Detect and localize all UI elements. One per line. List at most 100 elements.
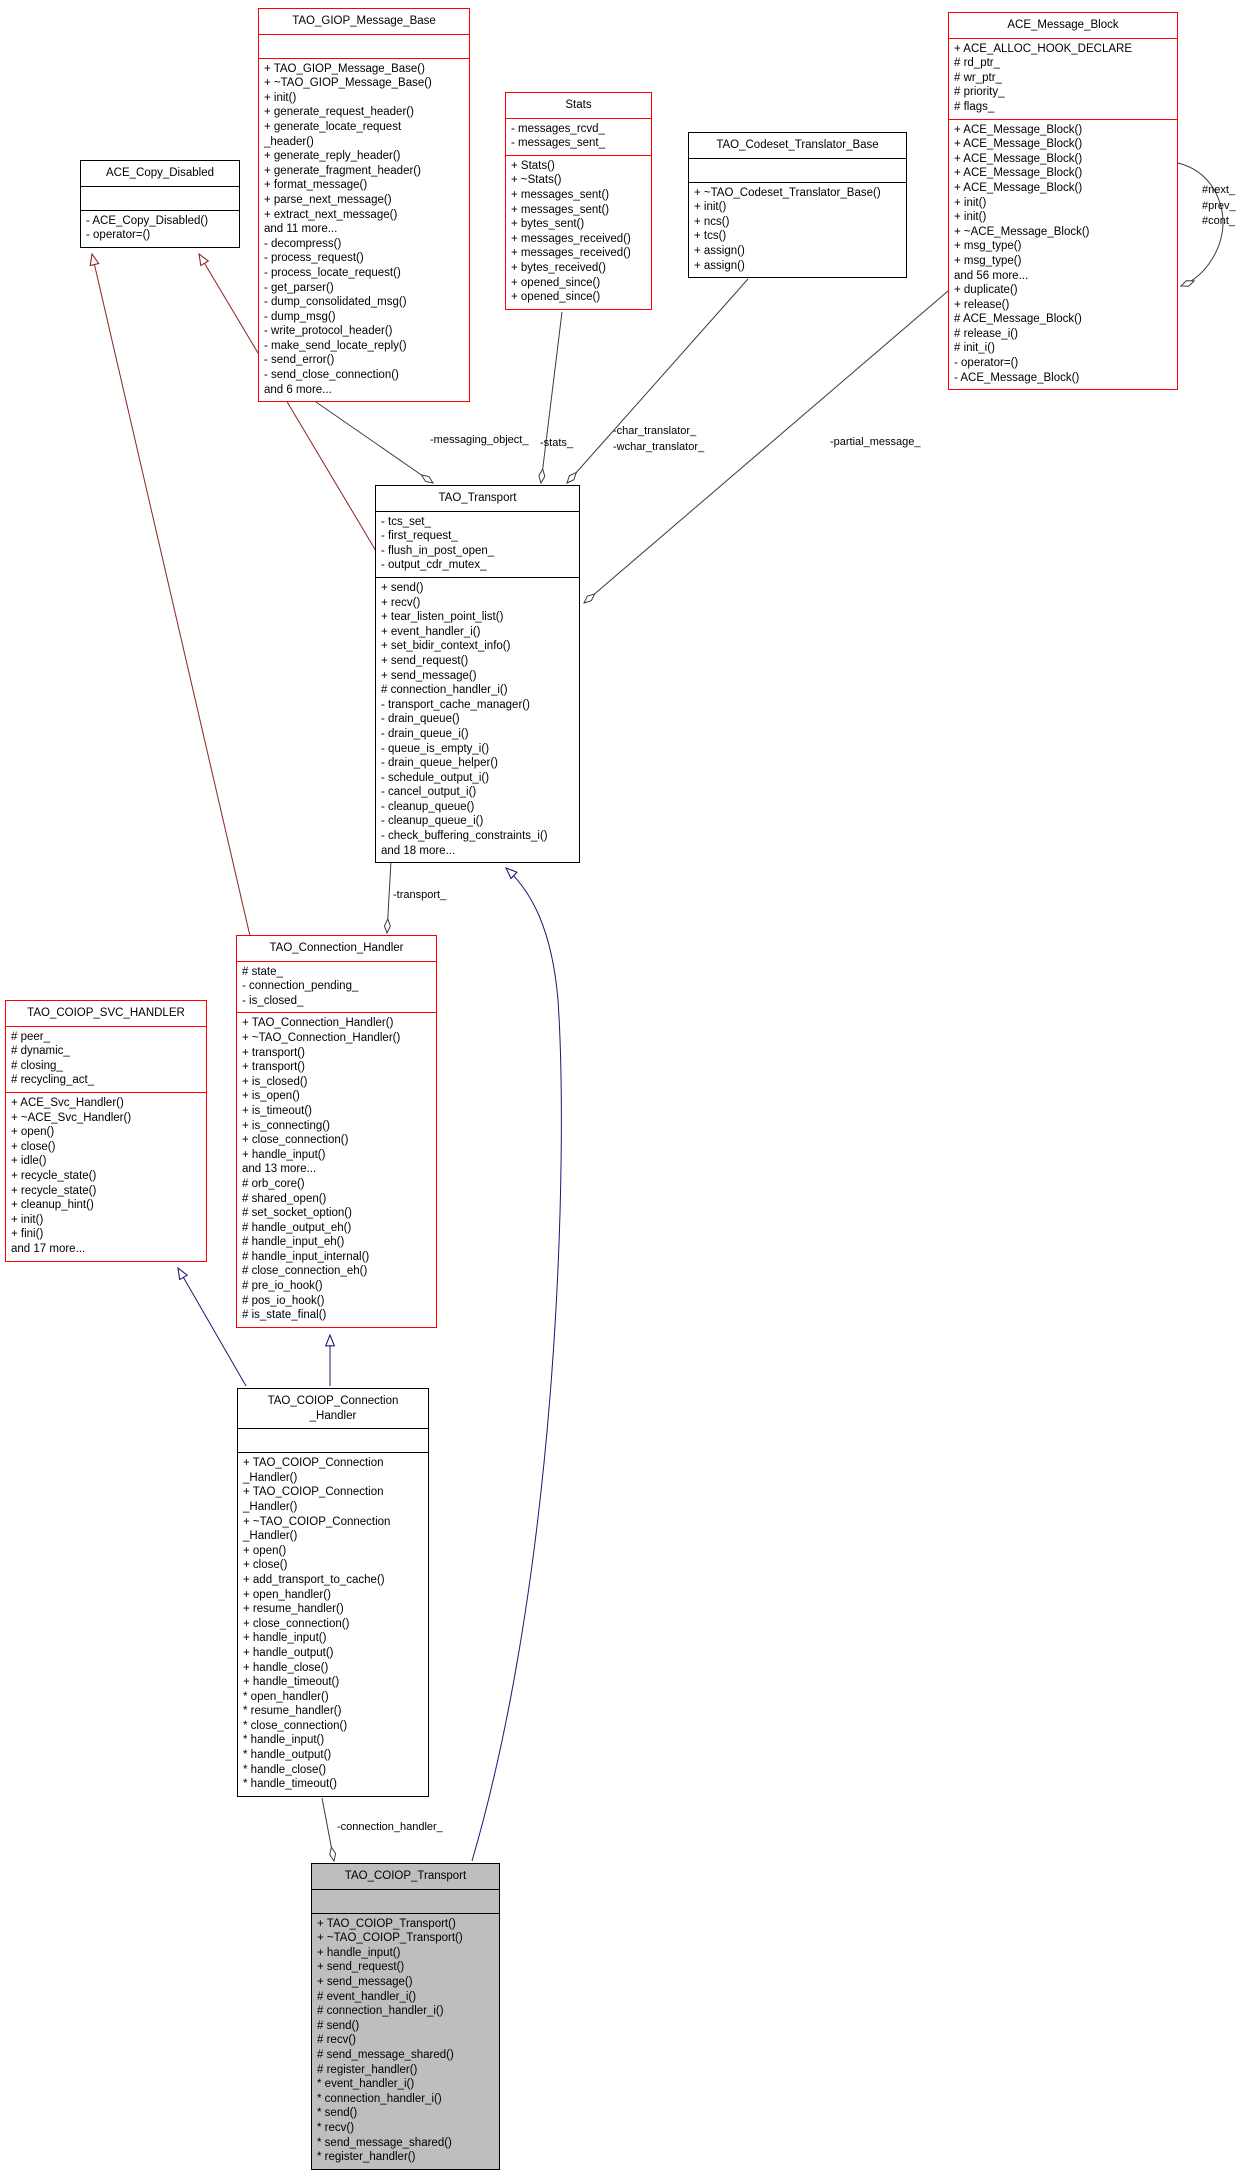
edge-translators bbox=[567, 278, 749, 483]
member-line: _Handler() bbox=[243, 1471, 298, 1484]
member-line: + send_message() bbox=[317, 1975, 413, 1988]
member-line: _Handler() bbox=[243, 1500, 298, 1513]
member-line: # recv() bbox=[317, 2034, 356, 2047]
member-line: # handle_input_eh() bbox=[242, 1236, 345, 1249]
member-line: + ~TAO_COIOP_Transport() bbox=[317, 1932, 463, 1945]
member-line: + close() bbox=[11, 1140, 56, 1153]
methods-section: + TAO_GIOP_Message_Base() + ~TAO_GIOP_Mes… bbox=[259, 57, 469, 402]
attributes-section bbox=[81, 185, 239, 210]
member-line: + ~TAO_Codeset_Translator_Base() bbox=[694, 186, 881, 199]
member-line: * handle_output() bbox=[243, 1749, 332, 1762]
member-line: - dump_consolidated_msg() bbox=[264, 296, 407, 309]
class-title: TAO_Connection_Handler bbox=[269, 942, 404, 954]
class-title: Stats bbox=[565, 99, 592, 111]
member-line: * handle_close() bbox=[243, 1763, 327, 1776]
member-line: # wr_ptr_ bbox=[954, 71, 1002, 84]
member-line: + close() bbox=[243, 1559, 288, 1572]
edge-label-stats: -stats_ bbox=[540, 437, 574, 449]
member-line: - operator=() bbox=[86, 229, 151, 242]
class-title: TAO_COIOP_Connection _Handler bbox=[267, 1395, 399, 1422]
member-line: # handle_input_internal() bbox=[242, 1250, 370, 1263]
member-line: # state_ bbox=[242, 965, 283, 978]
class-box-tao-transport[interactable]: TAO_Transport - tcs_set_ - first_request_… bbox=[375, 485, 580, 864]
methods-section: - ACE_Copy_Disabled() - operator=() bbox=[81, 209, 239, 247]
member-line: + ~ACE_Message_Block() bbox=[954, 225, 1090, 238]
member-line: - cleanup_queue_i() bbox=[381, 815, 484, 828]
member-line: + send_message() bbox=[381, 669, 477, 682]
member-line: _header() bbox=[264, 135, 314, 148]
member-line: + Stats() bbox=[511, 159, 555, 172]
class-box-tao-coiop-connection-handler[interactable]: TAO_COIOP_Connection _Handler + TAO_COIO… bbox=[237, 1388, 429, 1797]
member-line: and 17 more... bbox=[11, 1242, 86, 1255]
class-box-tao-codeset-translator-base[interactable]: TAO_Codeset_Translator_Base + ~TAO_Codes… bbox=[688, 132, 907, 279]
member-line: + format_message() bbox=[264, 179, 368, 192]
member-line: + open() bbox=[11, 1126, 55, 1139]
attributes-section bbox=[238, 1428, 428, 1452]
member-line: + is_timeout() bbox=[242, 1104, 312, 1117]
member-line: # event_handler_i() bbox=[317, 1990, 417, 2003]
member-line: # flags_ bbox=[954, 100, 995, 113]
member-line: + event_handler_i() bbox=[381, 625, 481, 638]
member-line: + recv() bbox=[381, 596, 421, 609]
member-line: + ~TAO_GIOP_Message_Base() bbox=[264, 77, 432, 90]
member-line: # dynamic_ bbox=[11, 1045, 70, 1058]
member-line: + ~TAO_COIOP_Connection bbox=[243, 1515, 391, 1528]
member-line: and 11 more... bbox=[264, 223, 338, 236]
member-line: + ~ACE_Svc_Handler() bbox=[11, 1111, 132, 1124]
attributes-section: - tcs_set_ - first_request_ - flush_in_pos… bbox=[376, 510, 579, 577]
member-line: + TAO_Connection_Handler() bbox=[242, 1017, 394, 1030]
member-line: + handle_close() bbox=[243, 1661, 329, 1674]
member-line: + init() bbox=[264, 91, 297, 104]
member-line: * resume_handler() bbox=[243, 1705, 342, 1718]
member-line: + ACE_Message_Block() bbox=[954, 138, 1083, 151]
member-line: + close_connection() bbox=[243, 1617, 350, 1630]
member-line: # release_i() bbox=[954, 327, 1018, 340]
member-line: + ~TAO_Connection_Handler() bbox=[242, 1031, 401, 1044]
member-line: # pre_io_hook() bbox=[242, 1280, 323, 1293]
member-line: + handle_timeout() bbox=[243, 1676, 340, 1689]
member-line: + ACE_ALLOC_HOOK_DECLARE bbox=[954, 42, 1133, 55]
class-box-tao-coiop-transport[interactable]: TAO_COIOP_Transport + TAO_COIOP_Transpor… bbox=[311, 1863, 500, 2170]
class-box-tao-coiop-svc-handler[interactable]: TAO_COIOP_SVC_HANDLER # peer_ # dynamic_ #… bbox=[5, 1000, 207, 1262]
class-box-stats[interactable]: Stats - messages_rcvd_ - messages_sent_ +… bbox=[505, 92, 652, 310]
member-line: # send() bbox=[317, 2019, 360, 2032]
member-line: # pos_io_hook() bbox=[242, 1294, 325, 1307]
member-line: + TAO_GIOP_Message_Base() bbox=[264, 62, 425, 75]
edge-coioptransport-to-transport bbox=[471, 868, 562, 1862]
methods-section: + TAO_COIOP_Connection _Handler() + TAO_CO… bbox=[238, 1452, 428, 1796]
member-line: - ACE_Message_Block() bbox=[954, 371, 1080, 384]
member-line: + is_open() bbox=[242, 1090, 300, 1103]
member-line: + is_closed() bbox=[242, 1075, 308, 1088]
member-line: * register_handler() bbox=[317, 2151, 416, 2164]
member-line: * handle_timeout() bbox=[243, 1778, 337, 1791]
class-title: TAO_Transport bbox=[438, 492, 517, 504]
member-line: and 6 more... bbox=[264, 383, 332, 396]
member-line: + assign() bbox=[694, 244, 745, 257]
member-line: + generate_request_header() bbox=[264, 106, 414, 119]
edge-transport-to-copydisabled bbox=[199, 254, 377, 552]
edge-connhandler-to-copydisabled bbox=[92, 254, 251, 937]
edge-label-next-prev-cont: #next_ #prev_ #cont_ bbox=[1202, 184, 1236, 227]
class-box-ace-message-block[interactable]: ACE_Message_Block + ACE_ALLOC_HOOK_DECLA… bbox=[948, 12, 1178, 391]
edge-messaging-object bbox=[302, 392, 433, 483]
member-line: + init() bbox=[954, 211, 987, 224]
member-line: * close_connection() bbox=[243, 1719, 348, 1732]
member-line: + handle_output() bbox=[243, 1646, 334, 1659]
attributes-section: + ACE_ALLOC_HOOK_DECLARE # rd_ptr_ # wr_pt… bbox=[949, 37, 1177, 119]
member-line: + ACE_Message_Block() bbox=[954, 181, 1083, 194]
member-line: + ncs() bbox=[694, 215, 730, 228]
member-line: - output_cdr_mutex_ bbox=[381, 559, 487, 572]
member-line: * handle_input() bbox=[243, 1734, 325, 1747]
member-line: # connection_handler_i() bbox=[317, 2005, 444, 2018]
edge-label-translators: -char_translator_ -wchar_translator_ bbox=[613, 425, 705, 453]
member-line: + parse_next_message() bbox=[264, 193, 392, 206]
member-line: + close_connection() bbox=[242, 1134, 349, 1147]
edge-label-transport: -transport_ bbox=[393, 889, 447, 901]
member-line: and 13 more... bbox=[242, 1163, 317, 1176]
attributes-section bbox=[689, 157, 906, 182]
member-line: + transport() bbox=[242, 1061, 305, 1074]
class-box-tao-connection-handler[interactable]: TAO_Connection_Handler # state_ - connect… bbox=[236, 935, 437, 1328]
class-box-tao-giop-message-base[interactable]: TAO_GIOP_Message_Base + TAO_GIOP_Message… bbox=[258, 8, 470, 403]
member-line: + tcs() bbox=[694, 230, 727, 243]
class-box-ace-copy-disabled[interactable]: ACE_Copy_Disabled - ACE_Copy_Disabled() -… bbox=[80, 160, 240, 248]
